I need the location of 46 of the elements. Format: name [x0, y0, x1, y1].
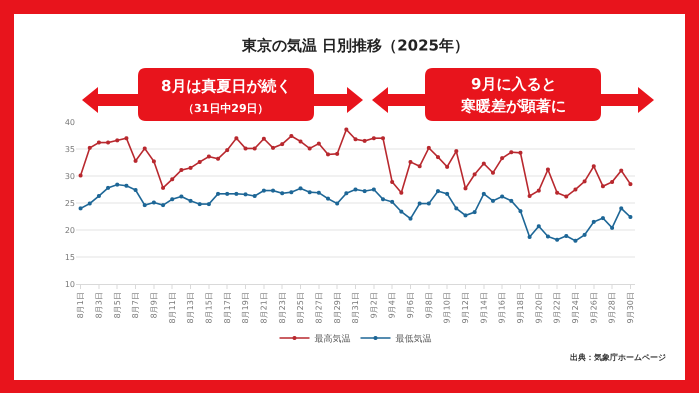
- y-tick-label: 40: [64, 118, 75, 127]
- x-tick-label: 9月10日: [442, 292, 452, 324]
- chart-title: 東京の気温 日別推移（2025年）: [241, 36, 469, 54]
- x-tick-label: 8月29日: [332, 292, 342, 324]
- x-tick-label: 9月2日: [369, 292, 378, 318]
- x-tick-label: 8月11日: [168, 292, 177, 324]
- x-tick-label: 8月21日: [259, 292, 268, 324]
- x-tick-label: 9月20日: [534, 292, 544, 324]
- x-tick-label: 9月14日: [479, 292, 488, 324]
- y-tick-label: 20: [64, 226, 75, 235]
- x-tick-label: 8月27日: [314, 292, 324, 324]
- y-tick-label: 25: [64, 198, 75, 208]
- x-tick-label: 8月7日: [131, 292, 140, 318]
- x-tick-label: 8月25日: [296, 292, 306, 324]
- y-tick-label: 10: [64, 280, 75, 289]
- x-tick-label: 9月18日: [516, 292, 526, 324]
- x-tick-label: 8月31日: [351, 292, 360, 324]
- x-tick-label: 9月22日: [552, 292, 562, 324]
- x-tick-label: 8月3日: [94, 292, 104, 318]
- x-tick-label: 8月13日: [186, 292, 196, 324]
- x-tick-label: 9月8日: [424, 292, 434, 318]
- x-tick-label: 8月23日: [278, 292, 287, 324]
- source-note: 出典：気象庁ホームページ: [570, 352, 666, 362]
- x-tick-label: 8月17日: [222, 292, 232, 324]
- x-tick-label: 9月24日: [571, 292, 580, 324]
- legend-label: 最高気温: [314, 334, 350, 345]
- text: 8月は真夏日が続く: [161, 77, 292, 95]
- x-tick-label: 8月15日: [204, 292, 214, 324]
- x-tick-label: 8月19日: [241, 292, 250, 324]
- x-tick-label: 9月6日: [406, 292, 416, 318]
- x-tick-label: 8月5日: [112, 292, 122, 318]
- y-tick-label: 15: [64, 252, 75, 262]
- y-tick-label: 30: [64, 172, 75, 181]
- text: （31日中29日）: [183, 102, 269, 115]
- x-tick-label: 9月16日: [498, 292, 507, 324]
- text: 9月に入ると: [471, 75, 556, 93]
- x-tick-label: 8月1日: [76, 292, 86, 318]
- x-tick-label: 9月26日: [589, 292, 598, 324]
- x-tick-label: 9月30日: [626, 292, 636, 324]
- x-tick-label: 9月12日: [461, 292, 470, 324]
- x-tick-label: 9月28日: [608, 292, 617, 324]
- legend-label: 最低気温: [396, 334, 432, 345]
- x-tick-label: 8月9日: [149, 292, 158, 318]
- text: 寒暖差が顕著に: [460, 97, 566, 115]
- x-tick-label: 9月4日: [388, 292, 397, 318]
- y-tick-label: 35: [64, 144, 75, 154]
